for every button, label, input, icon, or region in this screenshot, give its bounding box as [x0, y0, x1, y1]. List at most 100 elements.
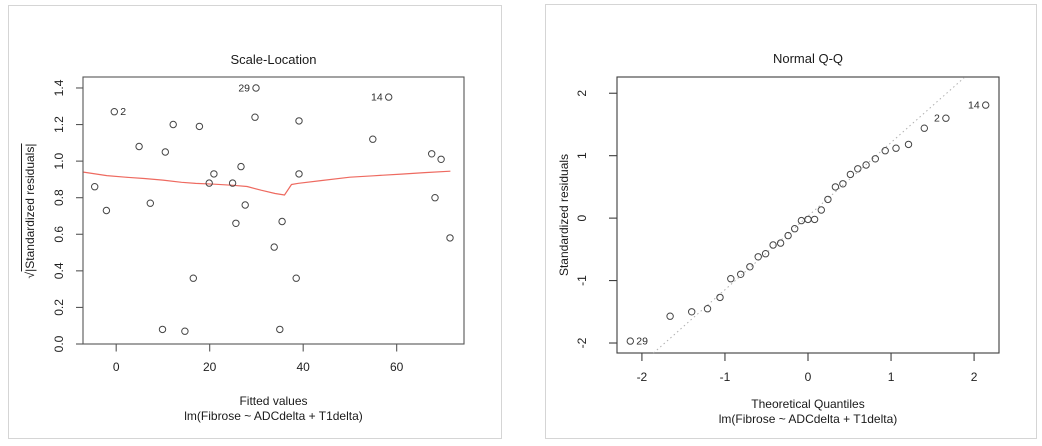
point-label: 29: [238, 83, 250, 95]
data-point: [761, 250, 770, 258]
x-tick-label: -2: [637, 370, 648, 384]
y-tick-label: 1.2: [52, 116, 66, 133]
data-point: [146, 199, 155, 207]
chart-title: Scale-Location: [230, 52, 317, 67]
x-axis-caption: Fitted values lm(Fibrose ~ ADCdelta + T1…: [83, 394, 464, 424]
data-point: [824, 195, 832, 204]
x-axis-caption: Theoretical Quantiles lm(Fibrose ~ ADCde…: [617, 397, 999, 427]
data-point: [385, 93, 393, 101]
data-point: [904, 140, 913, 149]
sqrt-radical-icon: √: [23, 271, 37, 279]
data-point: [754, 253, 762, 261]
plot-box: [616, 76, 1000, 354]
data-point: [91, 183, 99, 191]
data-point: [295, 117, 303, 125]
data-point: [205, 179, 213, 187]
data-point: [839, 180, 847, 188]
data-point: [716, 293, 724, 302]
data-point: [276, 325, 284, 334]
y-axis-label: Standardized residuals: [557, 153, 571, 277]
x-axis-label: Fitted values: [239, 394, 308, 408]
data-point: [982, 101, 990, 109]
data-point: [158, 325, 167, 334]
scale-location-plot: 0 20 40 60 0.0 0.2 0.4 0.6 0.8 1.0 1.2 1.4 2 29 14: [52, 76, 465, 374]
y-axis-label-text: |Standardized residuals|: [21, 143, 37, 272]
y-tick-label: 1: [575, 152, 589, 159]
data-point: [278, 217, 286, 226]
data-point: [784, 231, 792, 240]
panel-scale-location: 0 20 40 60 0.0 0.2 0.4 0.6 0.8 1.0 1.2 1.4 2 29 14 Sca…: [8, 5, 502, 439]
data-point: [228, 179, 237, 187]
point-label: 29: [636, 336, 648, 348]
data-point: [251, 113, 259, 121]
data-point: [942, 114, 950, 122]
y-tick-label: 2: [575, 90, 589, 97]
data-point: [810, 215, 819, 224]
data-point: [232, 219, 240, 228]
data-point: [703, 305, 712, 313]
y-tick-label: 1.0: [52, 152, 66, 169]
normal-qq-plot: -2 -1 0 1 2 -2 -1 0 1 2 29 2 14: [575, 76, 1000, 384]
data-point: [195, 122, 204, 131]
data-point: [428, 150, 436, 158]
data-point: [169, 120, 177, 129]
x-tick-label: -1: [720, 370, 731, 384]
point-label: 14: [968, 100, 980, 112]
data-point: [252, 84, 260, 92]
data-point: [446, 234, 454, 242]
qq-reference-line: [653, 76, 966, 354]
data-point: [831, 183, 840, 191]
data-point: [295, 170, 303, 178]
data-point: [626, 337, 635, 345]
y-tick-label: 1.4: [52, 79, 66, 96]
data-point: [746, 263, 754, 271]
y-tick-label: 0.6: [52, 226, 66, 243]
y-axis-label: √|Standardized residuals|: [21, 143, 37, 279]
data-point: [769, 241, 777, 249]
x-tick-label: 0: [805, 370, 812, 384]
x-axis-label: Theoretical Quantiles: [751, 397, 865, 411]
x-tick-label: 40: [297, 360, 311, 374]
data-point: [727, 275, 735, 283]
data-point: [241, 201, 249, 209]
data-point: [862, 161, 870, 169]
y-tick-label: -1: [575, 275, 589, 286]
data-point: [892, 144, 900, 152]
data-point: [102, 206, 111, 215]
data-point: [210, 170, 218, 178]
y-tick-label: 0.2: [52, 299, 66, 316]
model-formula-label: lm(Fibrose ~ ADCdelta + T1delta): [718, 412, 898, 426]
data-point: [776, 239, 785, 247]
point-label: 2: [120, 106, 126, 118]
x-tick-label: 1: [888, 370, 895, 384]
data-point: [804, 215, 812, 224]
smooth-line: [83, 170, 451, 196]
y-tick-label: 0.4: [52, 262, 66, 279]
chart-title: Normal Q-Q: [772, 51, 844, 66]
y-tick-label: 0.0: [52, 335, 66, 352]
y-tick-label: 0: [575, 214, 589, 221]
data-point: [161, 148, 170, 156]
data-point: [881, 147, 889, 155]
data-point: [737, 270, 745, 278]
panel-normal-qq: -2 -1 0 1 2 -2 -1 0 1 2 29 2 14 Normal Q-Q Standardi…: [545, 4, 1037, 439]
data-point: [666, 312, 674, 320]
y-tick-label: -2: [575, 337, 589, 348]
data-point: [437, 155, 445, 164]
x-tick-label: 60: [390, 360, 404, 374]
plot-box: [82, 76, 465, 345]
data-point: [871, 155, 879, 163]
data-point: [920, 124, 928, 132]
y-tick-label: 0.8: [52, 189, 66, 206]
data-point: [688, 308, 696, 316]
model-formula-label: lm(Fibrose ~ ADCdelta + T1delta): [184, 409, 363, 423]
data-point: [369, 135, 377, 143]
data-point: [292, 274, 300, 282]
data-point: [797, 216, 806, 225]
data-point: [431, 194, 439, 202]
data-point: [237, 162, 245, 171]
x-tick-label: 2: [971, 370, 978, 384]
data-point: [846, 170, 855, 179]
data-point: [817, 206, 825, 214]
